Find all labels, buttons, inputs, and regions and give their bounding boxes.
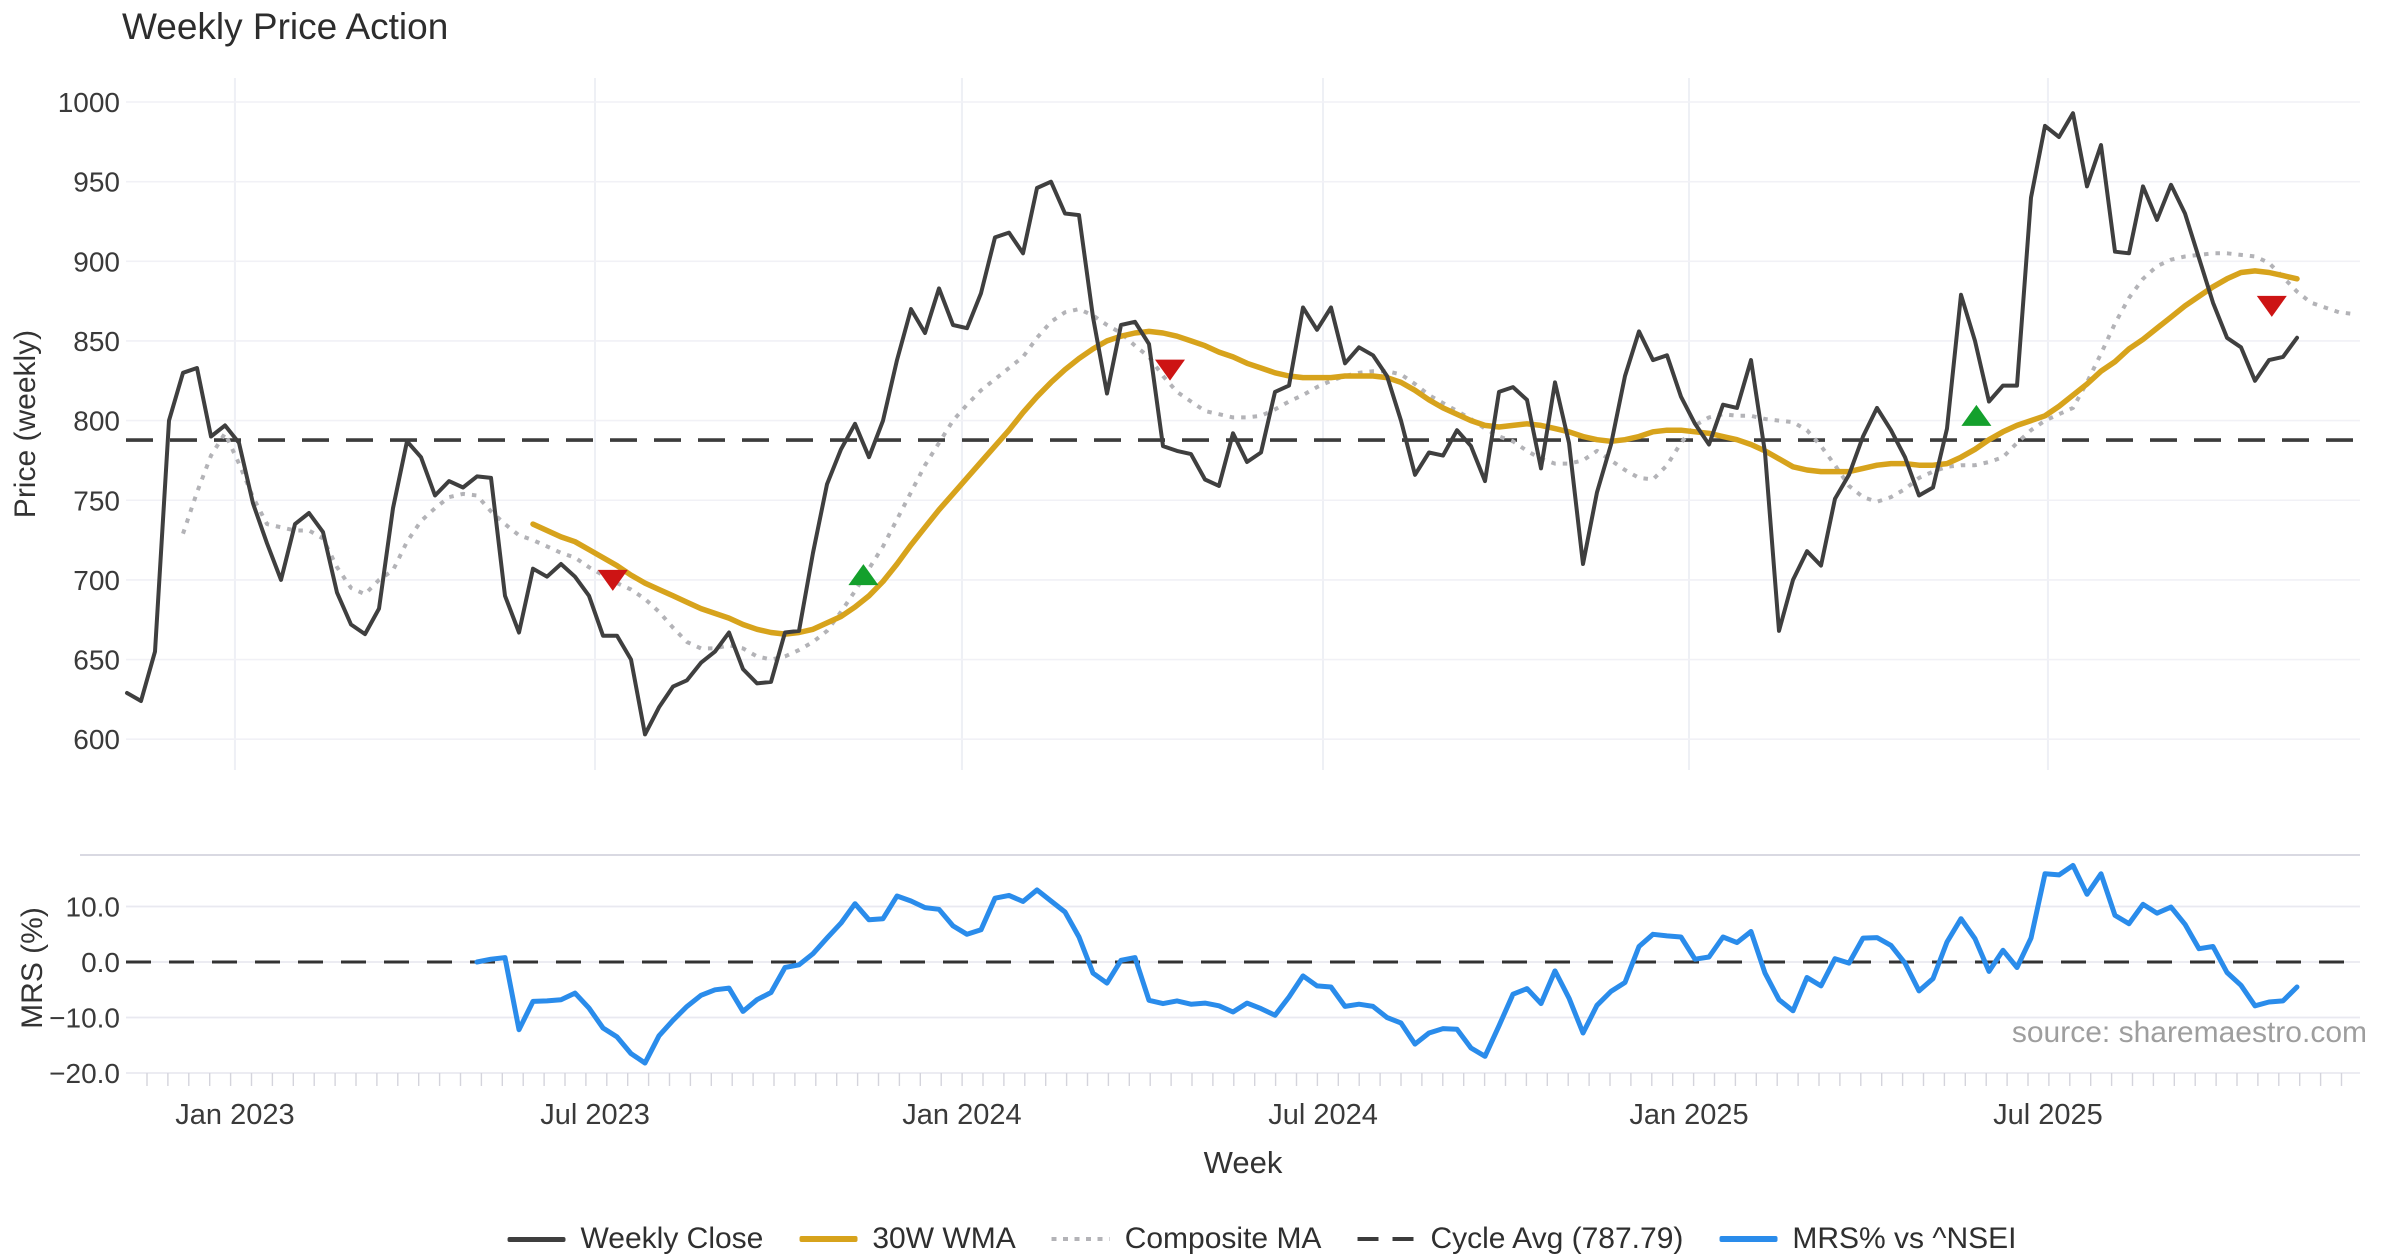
sell-signal-triangle-icon (597, 569, 628, 591)
x-tick-label: Jul 2023 (540, 1099, 650, 1131)
cycle-avg-dashed-swatch (1357, 1237, 1416, 1241)
mrs-line-swatch (1719, 1236, 1778, 1242)
price-axis-label: Price (weekly) (9, 329, 42, 519)
mrs-axis-label: MRS (%) (16, 907, 49, 1029)
mrs-line (474, 862, 2300, 1066)
price-y-tick-label: 950 (73, 167, 120, 198)
mrs-y-tick-label: 10.0 (66, 892, 121, 923)
x-tick-label: Jan 2023 (175, 1099, 294, 1131)
weekly-close-line-swatch (507, 1236, 566, 1242)
buy-signal-triangle-icon (848, 564, 879, 586)
weekly-close-line (125, 111, 2299, 737)
x-tick-label: Jan 2025 (1629, 1099, 1748, 1131)
legend-item-cycle-avg: Cycle Avg (787.79) (1357, 1222, 1683, 1256)
mrs-y-tick-label: 0.0 (81, 947, 120, 978)
chart-title: Weekly Price Action (122, 6, 449, 47)
price-y-tick-label: 1000 (58, 87, 120, 118)
legend-label: Weekly Close (580, 1222, 764, 1255)
source-attribution: source: sharemaestro.com (2011, 1016, 2367, 1049)
composite-ma-line (181, 251, 2354, 662)
sell-signal-triangle-icon (1155, 359, 1185, 381)
price-y-tick-label: 850 (73, 326, 120, 357)
x-tick-label: Jan 2024 (902, 1099, 1021, 1131)
composite-ma-dotted-swatch (1051, 1237, 1110, 1241)
x-tick-label: Jul 2025 (1993, 1099, 2103, 1131)
legend-item-30w-wma: 30W WMA (799, 1222, 1016, 1256)
wma-line-swatch (799, 1236, 858, 1242)
mrs-y-tick-label: −20.0 (49, 1058, 120, 1089)
price-y-tick-label: 900 (73, 246, 120, 277)
buy-signal-triangle-icon (1961, 404, 1992, 426)
legend-label: Cycle Avg (787.79) (1430, 1222, 1684, 1255)
legend-label: MRS% vs ^NSEI (1792, 1222, 2017, 1255)
mrs-y-tick-label: −10.0 (49, 1003, 120, 1034)
price-y-tick-label: 650 (73, 645, 120, 676)
legend-item-weekly-close: Weekly Close (507, 1222, 764, 1256)
legend-label: Composite MA (1124, 1222, 1322, 1255)
price-y-tick-label: 750 (73, 485, 120, 516)
x-tick-label: Jul 2024 (1268, 1099, 1378, 1131)
price-y-tick-label: 800 (73, 406, 120, 437)
week-axis-label: Week (1203, 1145, 1283, 1180)
price-y-tick-label: 700 (73, 565, 120, 596)
price-y-tick-label: 600 (73, 724, 120, 755)
chart-legend: Weekly Close 30W WMA Composite MA Cycle … (507, 1222, 2016, 1256)
wma-line (530, 268, 2300, 637)
legend-item-composite-ma: Composite MA (1051, 1222, 1322, 1256)
sell-signal-triangle-icon (2256, 295, 2287, 317)
legend-item-mrs: MRS% vs ^NSEI (1719, 1222, 2016, 1256)
legend-label: 30W WMA (872, 1222, 1016, 1255)
